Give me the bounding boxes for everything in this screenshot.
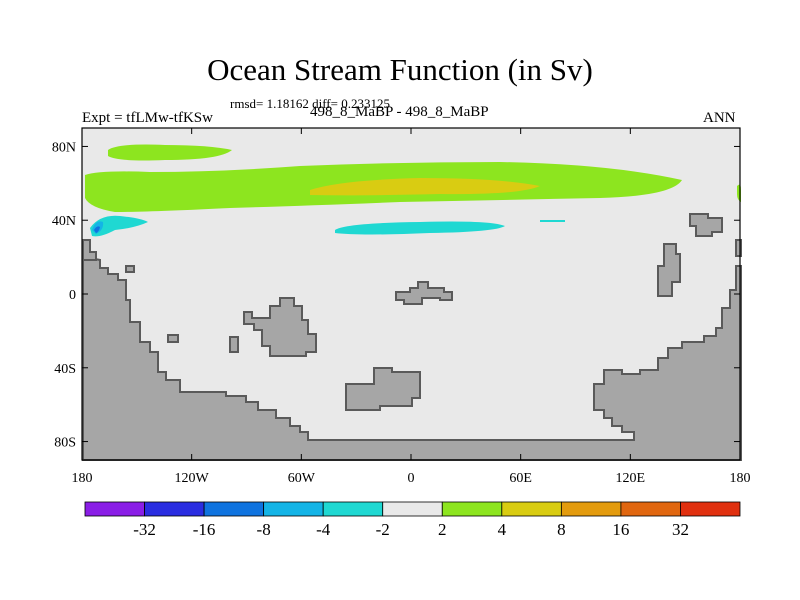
season-label: ANN (703, 110, 736, 126)
colorbar-label: 32 (672, 520, 689, 539)
colorbar-swatch (680, 501, 741, 517)
chart-title: Ocean Stream Function (in Sv) (207, 52, 593, 87)
negative-core-deep (94, 226, 100, 233)
period-label: 498_8_MaBP - 498_8_MaBP (310, 104, 489, 120)
land-equatorial-strip (395, 281, 453, 305)
x-tick-label: 60E (509, 471, 532, 486)
y-tick-label: 40S (54, 362, 76, 377)
colorbar-swatch (144, 501, 205, 517)
colorbar-swatch (501, 501, 562, 517)
colorbar-label: 4 (498, 520, 507, 539)
colorbar-label: 16 (612, 520, 629, 539)
colorbar-swatch (441, 501, 503, 517)
colorbar-swatch (322, 501, 384, 517)
positive-cell-north-small (108, 144, 232, 161)
x-tick-label: 120W (175, 471, 210, 486)
colorbar: -32 -16 -8 -4 -2 2 4 8 16 32 (84, 501, 741, 539)
land-central-block (243, 297, 317, 357)
x-tick-label: 180 (72, 471, 93, 486)
colorbar-label: -4 (316, 520, 331, 539)
experiment-label: Expt = tfLMw-tfKSw (82, 110, 213, 126)
y-tick-label: 40N (52, 214, 76, 229)
negative-cell-western (90, 215, 148, 237)
land-south-america (82, 239, 742, 461)
x-tick-label: 0 (408, 471, 415, 486)
colorbar-label: -2 (376, 520, 390, 539)
land-north-east-block (689, 213, 723, 237)
land-south-block (345, 367, 421, 411)
x-tick-label: 120E (616, 471, 646, 486)
negative-cell-central (335, 221, 505, 235)
colorbar-label: -32 (133, 520, 156, 539)
colorbar-label: -16 (193, 520, 216, 539)
x-tick-label: 60W (288, 471, 316, 486)
colorbar-label: -8 (257, 520, 271, 539)
y-tick-label: 0 (69, 288, 76, 303)
stats-text: rmsd= 1.18162 diff= 0.233125 (230, 96, 390, 111)
x-tick-label: 180 (730, 471, 751, 486)
colorbar-label: 2 (438, 520, 447, 539)
colorbar-swatch (620, 501, 681, 517)
axis-ticks: 180 120W 60W 0 60E 120E 180 80N 40N 0 40S 80S (52, 128, 751, 486)
colorbar-swatch (560, 501, 622, 517)
land-north-west-strip (82, 239, 97, 261)
colorbar-label: 8 (557, 520, 566, 539)
colorbar-swatch (84, 501, 145, 517)
y-tick-label: 80N (52, 140, 76, 155)
land (82, 213, 742, 461)
positive-core (310, 178, 540, 196)
land-island-a (167, 334, 179, 343)
land-island-b (229, 336, 239, 353)
colorbar-swatch (263, 501, 324, 517)
negative-cells (90, 215, 565, 237)
colorbar-swatch (382, 501, 443, 517)
colorbar-swatch (203, 501, 265, 517)
land-island-c (125, 265, 135, 273)
y-tick-label: 80S (54, 436, 76, 451)
negative-cell-small (540, 220, 565, 222)
land-east-block (657, 243, 681, 297)
